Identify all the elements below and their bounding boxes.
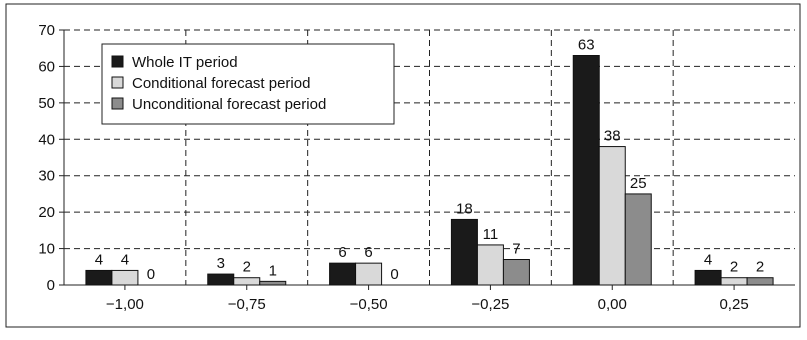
x-tick-label: −0,75 bbox=[228, 296, 266, 313]
data-label: 2 bbox=[756, 259, 764, 276]
data-label: 2 bbox=[730, 259, 738, 276]
bar bbox=[502, 259, 530, 286]
x-tick-label: −0,50 bbox=[350, 296, 388, 313]
bar bbox=[450, 218, 478, 286]
bar bbox=[624, 193, 652, 286]
legend-swatch bbox=[111, 55, 124, 68]
legend-swatch bbox=[111, 76, 124, 89]
bar bbox=[259, 280, 287, 286]
bar bbox=[233, 277, 261, 286]
data-label: 6 bbox=[338, 244, 346, 261]
x-tick-label: −0,25 bbox=[471, 296, 509, 313]
y-tick-label: 50 bbox=[38, 95, 55, 112]
bar bbox=[694, 269, 722, 286]
data-label: 63 bbox=[578, 37, 595, 54]
data-label: 4 bbox=[95, 251, 103, 268]
y-tick-label: 70 bbox=[38, 22, 55, 39]
x-tick-label: −1,00 bbox=[106, 296, 144, 313]
bar bbox=[746, 277, 774, 286]
y-tick-label: 40 bbox=[38, 131, 55, 148]
y-tick-label: 60 bbox=[38, 58, 55, 75]
data-label: 4 bbox=[704, 251, 712, 268]
legend-label: Unconditional forecast period bbox=[132, 96, 326, 113]
x-tick-label: 0,00 bbox=[598, 296, 627, 313]
bar bbox=[85, 269, 113, 286]
x-tick-label: 0,25 bbox=[719, 296, 748, 313]
data-label: 25 bbox=[630, 175, 647, 192]
bar bbox=[207, 273, 235, 286]
bar bbox=[476, 244, 504, 286]
legend-swatch bbox=[111, 97, 124, 110]
data-label: 1 bbox=[269, 262, 277, 279]
data-label: 0 bbox=[147, 266, 155, 283]
legend-label: Conditional forecast period bbox=[132, 75, 310, 92]
bar bbox=[355, 262, 383, 286]
data-label: 38 bbox=[604, 128, 621, 145]
data-label: 4 bbox=[121, 251, 129, 268]
data-label: 7 bbox=[512, 241, 520, 258]
y-tick-label: 10 bbox=[38, 241, 55, 258]
y-tick-label: 20 bbox=[38, 204, 55, 221]
bar bbox=[111, 269, 139, 286]
data-label: 6 bbox=[364, 244, 372, 261]
bar bbox=[598, 146, 626, 286]
y-tick-label: 0 bbox=[47, 277, 55, 294]
legend-box bbox=[101, 43, 395, 125]
chart-frame bbox=[5, 3, 801, 328]
bar bbox=[572, 55, 600, 286]
data-label: 2 bbox=[243, 259, 251, 276]
legend-label: Whole IT period bbox=[132, 54, 238, 71]
bar bbox=[329, 262, 357, 286]
data-label: 0 bbox=[390, 266, 398, 283]
y-tick-label: 30 bbox=[38, 168, 55, 185]
data-label: 18 bbox=[456, 200, 473, 217]
bar bbox=[720, 277, 748, 286]
data-label: 11 bbox=[483, 226, 499, 243]
data-label: 3 bbox=[217, 255, 225, 272]
